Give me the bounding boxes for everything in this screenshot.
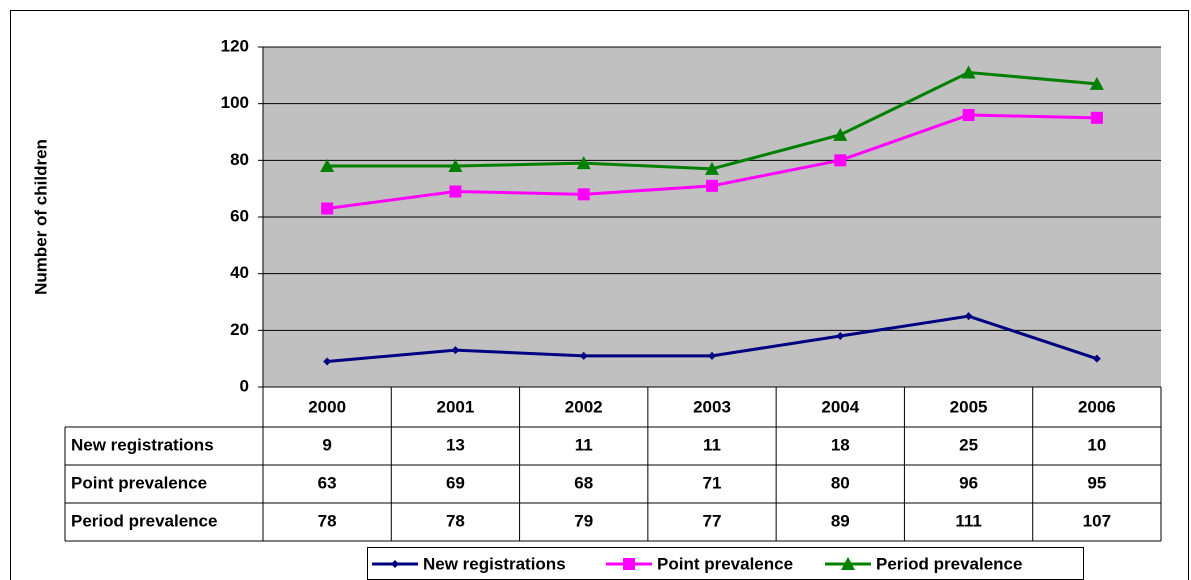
y-tick-label: 60 <box>230 206 249 225</box>
table-cell: 79 <box>574 511 593 530</box>
point <box>448 159 463 172</box>
legend <box>367 547 1084 580</box>
y-tick-label: 100 <box>221 93 249 112</box>
point <box>451 346 460 355</box>
point <box>836 332 845 340</box>
point <box>1090 111 1103 124</box>
table-cell: 18 <box>831 435 850 454</box>
table-cell: 11 <box>703 435 721 454</box>
x-tick-label: 2006 <box>1078 397 1116 416</box>
point <box>1092 354 1101 363</box>
legend-marker <box>623 558 635 570</box>
point <box>579 351 588 360</box>
point <box>961 65 976 79</box>
y-tick-label: 0 <box>240 376 249 395</box>
y-tick-label: 20 <box>230 320 249 339</box>
table-row-label: Period prevalence <box>71 511 217 530</box>
point <box>577 188 590 201</box>
y-tick-label: 120 <box>221 36 249 55</box>
table-cell: 78 <box>446 511 465 530</box>
table-cell: 96 <box>959 473 978 492</box>
table-row-label: New registrations <box>71 435 214 454</box>
point <box>962 109 975 121</box>
point <box>964 312 973 321</box>
table-cell: 77 <box>703 511 722 530</box>
table-cell: 9 <box>322 435 331 454</box>
x-tick-label: 2004 <box>821 397 859 416</box>
table-cell: 10 <box>1087 435 1106 454</box>
table-cell: 111 <box>955 511 982 530</box>
table-cell: 69 <box>446 473 465 492</box>
table-cell: 11 <box>575 435 593 454</box>
table-cell: 95 <box>1087 473 1106 492</box>
table-cell: 68 <box>574 473 593 492</box>
point <box>834 154 847 167</box>
point <box>320 159 335 172</box>
legend-label: Point prevalence <box>657 554 793 573</box>
table-cell: 63 <box>318 473 337 492</box>
point <box>708 351 716 360</box>
table-cell: 89 <box>831 511 850 530</box>
table-cell: 78 <box>318 511 337 530</box>
point <box>706 179 718 192</box>
chart-border <box>10 10 1189 580</box>
x-tick-label: 2005 <box>950 397 988 416</box>
y-axis-label: Number of children <box>31 139 50 295</box>
x-tick-label: 2001 <box>437 397 475 416</box>
y-tick-label: 80 <box>230 150 249 169</box>
point <box>1089 76 1104 90</box>
table-cell: 13 <box>446 435 465 454</box>
table-cell: 25 <box>959 435 978 454</box>
x-tick-label: 2003 <box>693 397 731 416</box>
table-cell: 107 <box>1083 511 1111 530</box>
legend-label: Period prevalence <box>876 554 1022 573</box>
legend-marker <box>841 557 855 570</box>
legend-marker <box>391 560 399 568</box>
point <box>321 202 334 215</box>
legend-label: New registrations <box>423 554 566 573</box>
point <box>833 127 848 141</box>
table-cell: 80 <box>831 473 850 492</box>
y-tick-label: 40 <box>230 263 249 282</box>
point <box>576 156 591 170</box>
point <box>449 185 462 198</box>
table-cell: 71 <box>703 473 722 492</box>
point <box>705 161 719 175</box>
table-row-label: Point prevalence <box>71 473 207 492</box>
x-tick-label: 2002 <box>565 397 603 416</box>
x-tick-label: 2000 <box>308 397 346 416</box>
point <box>323 357 332 366</box>
